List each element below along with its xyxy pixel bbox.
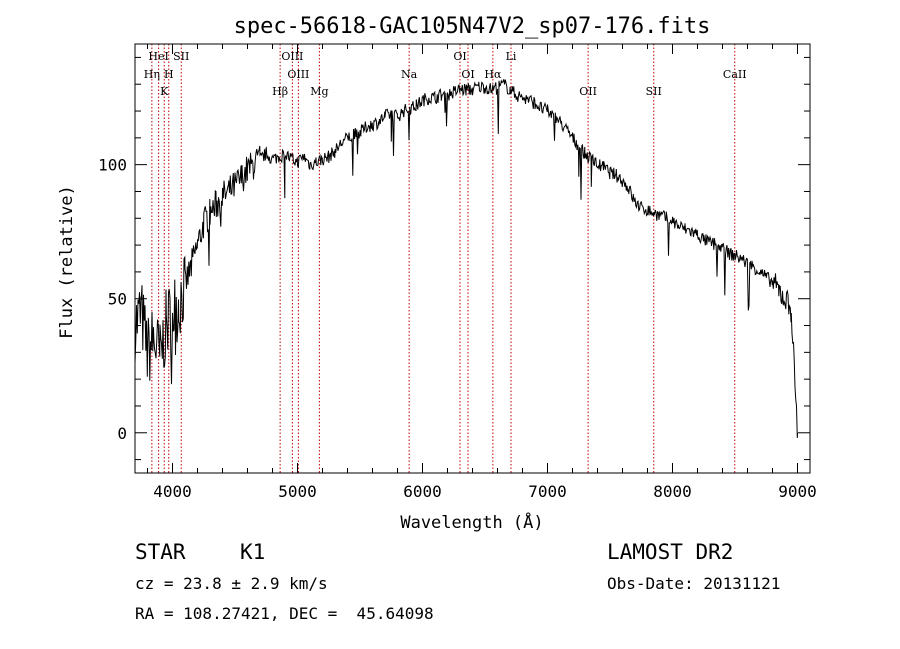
spectrum-line: [134, 79, 798, 439]
x-tick-label-6000: 6000: [403, 482, 442, 501]
x-tick-label-8000: 8000: [653, 482, 692, 501]
plot-frame: [134, 43, 811, 474]
line-label-12: Hα: [484, 68, 502, 81]
y-axis-label: Flux (relative): [57, 185, 77, 339]
spectral-line-labels: HeI SII Hη HK OIII OIII Hβ Mg Na OI OI Hα Li OII SII Ca…: [144, 50, 747, 98]
y-tick-label-50: 50: [108, 290, 127, 309]
line-label-6: OIII: [287, 68, 309, 81]
x-tick-label-7000: 7000: [528, 482, 567, 501]
line-label-13: Li: [506, 50, 517, 63]
object-class: STAR: [135, 540, 186, 564]
line-label-7: Hβ: [272, 85, 288, 98]
x-tick-label-5000: 5000: [278, 482, 317, 501]
line-label-3: H: [164, 68, 174, 81]
line-label-5: OIII: [281, 50, 303, 63]
y-tick-label-0: 0: [117, 424, 127, 443]
spectrum-chart: spec-56618-GAC105N47V2_sp07-176.fits HeI…: [57, 14, 817, 533]
ra-dec-coordinates: RA = 108.27421, DEC = 45.64098: [135, 604, 434, 623]
object-subclass: K1: [240, 540, 266, 564]
line-label-2: Hη: [144, 68, 160, 81]
y-axis-ticks: 0 50 100: [98, 56, 810, 461]
spectral-line-markers: [151, 44, 736, 473]
x-tick-label-4000: 4000: [153, 482, 192, 501]
x-axis-label: Wavelength (Å): [400, 511, 543, 533]
line-label-8: Mg: [310, 85, 328, 98]
line-label-15: SII: [646, 85, 662, 98]
line-label-9: Na: [401, 68, 418, 81]
line-label-14: OII: [579, 85, 597, 98]
chart-title: spec-56618-GAC105N47V2_sp07-176.fits: [234, 14, 711, 39]
line-label-11: OI: [461, 68, 474, 81]
redshift-cz: cz = 23.8 ± 2.9 km/s: [135, 574, 328, 593]
line-label-0: HeI: [148, 50, 168, 63]
x-tick-label-9000: 9000: [778, 482, 817, 501]
observation-date: Obs-Date: 20131121: [607, 574, 781, 593]
y-tick-label-100: 100: [98, 156, 127, 175]
line-label-10: OI: [453, 50, 466, 63]
line-label-1: SII: [173, 50, 189, 63]
survey-name: LAMOST DR2: [607, 540, 734, 564]
line-label-16: CaII: [723, 68, 747, 81]
line-label-4: K: [160, 85, 169, 98]
x-axis-ticks: 4000 5000 6000 7000 8000 9000: [147, 44, 817, 501]
